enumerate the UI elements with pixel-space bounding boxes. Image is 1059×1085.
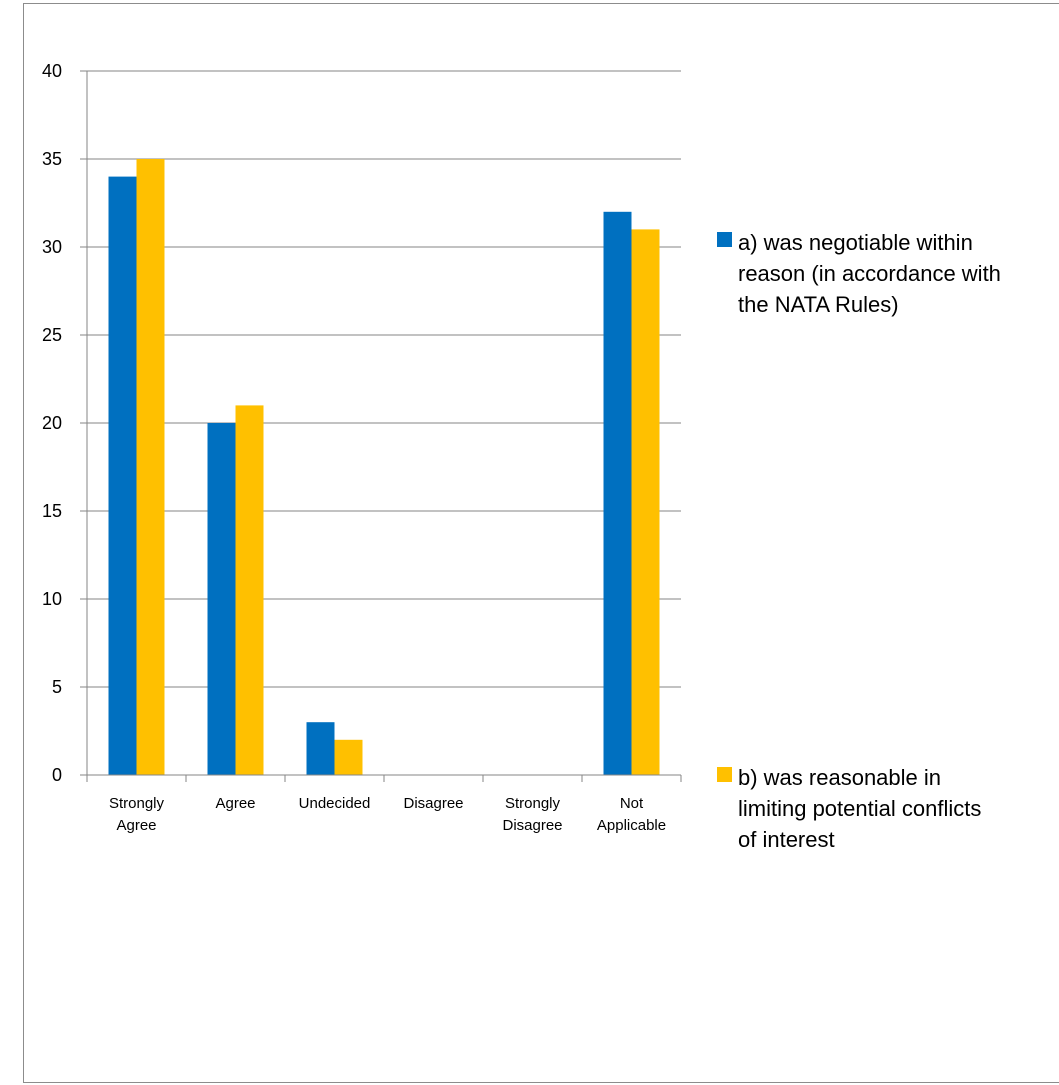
x-tick-label: Undecided (299, 795, 371, 812)
x-tick-label: Strongly Agree (109, 795, 165, 834)
legend-swatch-a (717, 232, 732, 247)
bar-series-b-1 (235, 405, 264, 775)
legend: a) was negotiable within reason (in accor… (717, 230, 1001, 852)
y-axis-ticks: 0 5 10 15 20 25 30 35 40 (42, 61, 87, 785)
y-tick-label: 20 (42, 413, 62, 433)
x-tick-label: Agree (215, 795, 255, 812)
x-tick-label: Disagree (403, 795, 463, 812)
y-tick-label: 30 (42, 237, 62, 257)
bar-series-b-5 (631, 229, 660, 775)
bar-series-a-1 (207, 423, 236, 775)
bar-series-a-2 (306, 722, 335, 775)
bar-series-b-0 (136, 159, 165, 775)
x-tick-label: Not Applicable (597, 795, 666, 834)
y-tick-label: 0 (52, 765, 62, 785)
gridlines (87, 70, 681, 688)
y-tick-label: 5 (52, 677, 62, 697)
y-tick-label: 10 (42, 589, 62, 609)
chart-frame (23, 3, 1059, 1083)
bar-series-a-0 (108, 176, 137, 776)
y-tick-label: 15 (42, 501, 62, 521)
y-tick-label: 40 (42, 61, 62, 81)
legend-label-a: a) was negotiable within reason (in accor… (738, 230, 1001, 317)
legend-label-b: b) was reasonable in limiting potential c… (738, 765, 981, 852)
x-axis-ticks: Strongly Agree Agree Undecided Disagree Stron… (86, 775, 682, 834)
bars (108, 159, 660, 776)
legend-swatch-b (717, 767, 732, 782)
bar-series-b-2 (334, 739, 363, 775)
y-tick-label: 25 (42, 325, 62, 345)
y-tick-label: 35 (42, 149, 62, 169)
bar-series-a-5 (603, 211, 632, 776)
x-tick-label: Strongly Disagree (502, 795, 562, 834)
